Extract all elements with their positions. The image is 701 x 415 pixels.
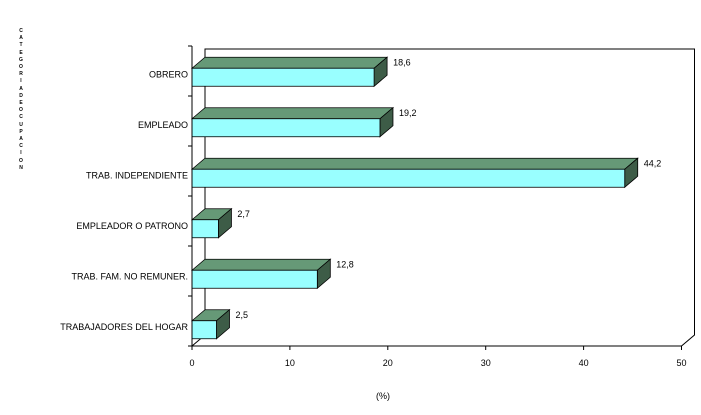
bar bbox=[190, 258, 332, 290]
x-axis-label: (%) bbox=[376, 391, 390, 401]
bar-front bbox=[191, 118, 381, 138]
x-tick-label: 0 bbox=[189, 358, 194, 368]
data-label: 44,2 bbox=[644, 158, 662, 168]
category-label: EMPLEADOR O PATRONO bbox=[76, 221, 188, 231]
category-label: EMPLEADO bbox=[138, 120, 188, 130]
bar-top bbox=[190, 56, 389, 69]
bar-front bbox=[191, 269, 318, 289]
bar bbox=[190, 106, 395, 138]
bar bbox=[190, 56, 389, 88]
x-tick-label: 30 bbox=[481, 358, 491, 368]
x-tick-label: 10 bbox=[285, 358, 295, 368]
bar bbox=[190, 157, 639, 189]
bar-top bbox=[190, 258, 332, 271]
x-tick-label: 50 bbox=[676, 358, 686, 368]
data-label: 2,7 bbox=[237, 209, 250, 219]
bar-front bbox=[191, 219, 219, 239]
bar-front bbox=[191, 168, 626, 188]
bar-top bbox=[190, 107, 395, 120]
back-wall bbox=[190, 48, 695, 347]
data-label: 18,6 bbox=[393, 57, 411, 67]
data-label: 2,5 bbox=[235, 310, 248, 320]
bar-front bbox=[191, 320, 217, 340]
bar-top bbox=[190, 157, 639, 170]
data-label: 19,2 bbox=[399, 108, 417, 118]
y-axis-label: C A T E G O R I A D E O C U P A C I O N bbox=[19, 28, 23, 171]
bar bbox=[190, 308, 231, 340]
category-label: TRABAJADORES DEL HOGAR bbox=[60, 322, 188, 332]
data-label: 12,8 bbox=[336, 259, 354, 269]
category-label: TRAB. INDEPENDIENTE bbox=[86, 170, 188, 180]
category-label: TRAB. FAM. NO REMUNER. bbox=[71, 271, 188, 281]
bar-front bbox=[191, 67, 375, 87]
category-label: OBRERO bbox=[149, 69, 188, 79]
bars: OBRERO 18,6 EMPLEADO 19,2 TRAB. INDEPENDIENT… bbox=[60, 56, 662, 340]
chart-walls bbox=[190, 48, 695, 347]
x-tick-label: 20 bbox=[383, 358, 393, 368]
x-tick-label: 40 bbox=[579, 358, 589, 368]
bar bbox=[190, 207, 233, 239]
axes: 0 10 20 30 40 50 bbox=[188, 45, 687, 368]
